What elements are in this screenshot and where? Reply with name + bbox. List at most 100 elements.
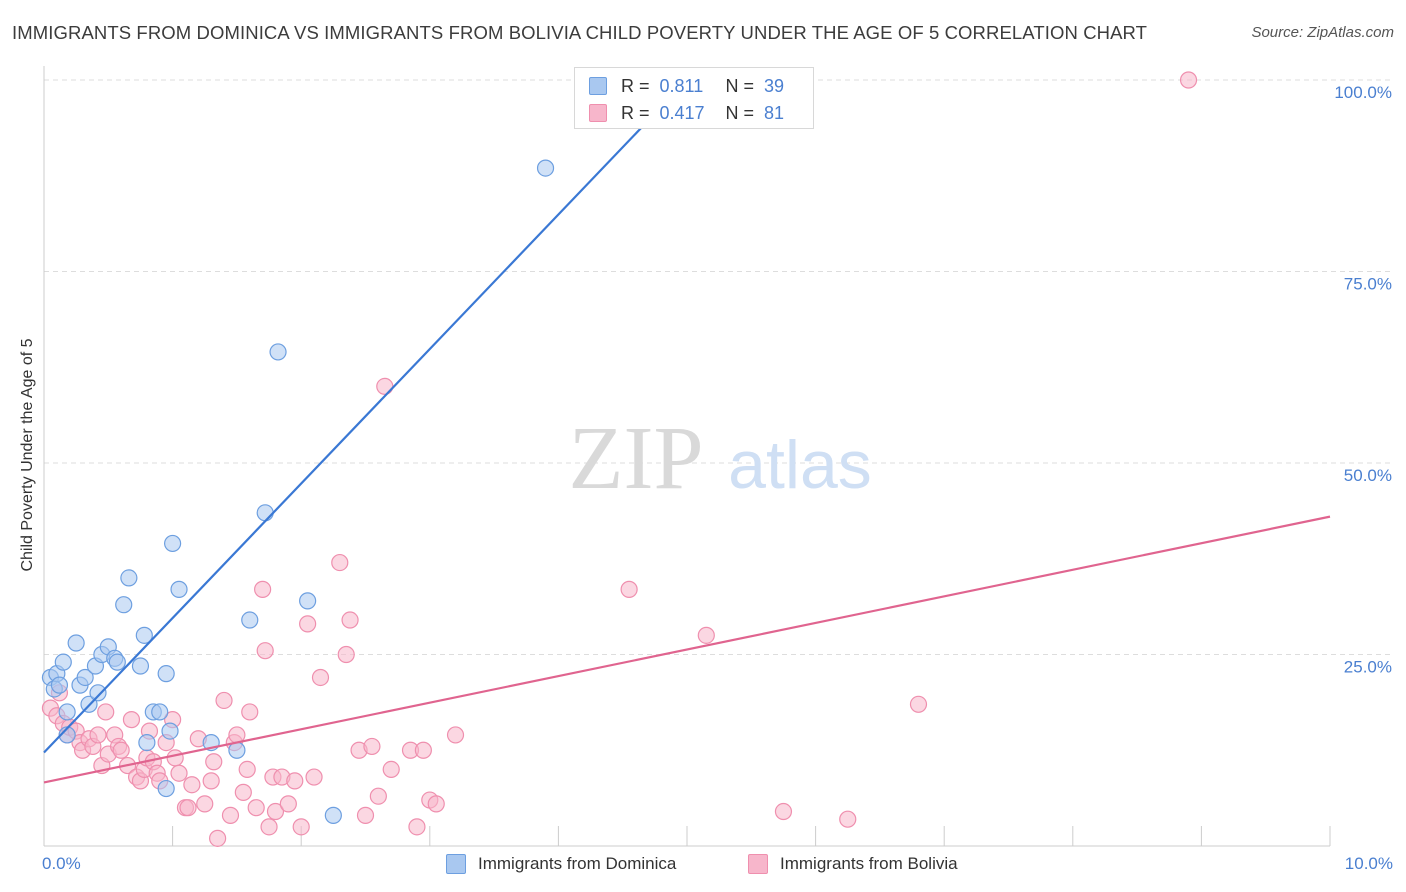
- dominica-point: [120, 569, 138, 587]
- legend-swatch-dominica: [446, 854, 466, 874]
- bolivia-point: [260, 818, 278, 836]
- bolivia-point: [234, 783, 252, 801]
- dominica-point: [164, 534, 182, 553]
- bolivia-point: [331, 553, 349, 572]
- bolivia-point: [286, 772, 304, 790]
- dominica-point: [67, 634, 85, 652]
- dominica-r-value: 0.811: [659, 75, 704, 96]
- legend-swatch-bolivia: [748, 854, 768, 874]
- dominica-point: [269, 343, 287, 361]
- dominica-point: [536, 159, 555, 177]
- dominica-point: [115, 596, 133, 614]
- bolivia-point: [183, 776, 201, 794]
- dominica-trend-line: [43, 79, 688, 754]
- dominica-point: [131, 657, 150, 675]
- x-tick-label: 10.0%: [1345, 854, 1393, 873]
- bolivia-point: [341, 611, 359, 629]
- n-label: N =: [725, 102, 755, 123]
- bolivia-point: [247, 799, 265, 817]
- bolivia-point: [89, 726, 107, 744]
- bolivia-point: [299, 615, 317, 633]
- bolivia-point: [408, 818, 426, 836]
- bolivia-point: [337, 645, 355, 664]
- bolivia-point: [215, 691, 233, 710]
- bolivia-point: [305, 768, 323, 786]
- axes: [43, 66, 1331, 847]
- gridlines: [44, 79, 1392, 655]
- legend-label-dominica: Immigrants from Dominica: [478, 854, 677, 873]
- bolivia-r-value: 0.417: [659, 102, 705, 123]
- bolivia-point: [279, 795, 297, 813]
- dominica-point: [157, 779, 175, 798]
- chart-title: IMMIGRANTS FROM DOMINICA VS IMMIGRANTS F…: [12, 22, 1148, 43]
- bolivia-point: [202, 772, 220, 790]
- y-tick-label: 50.0%: [1344, 466, 1392, 485]
- dominica-swatch: [589, 77, 607, 95]
- bolivia-point: [256, 642, 274, 660]
- y-tick-label: 100.0%: [1334, 83, 1392, 102]
- bolivia-point: [311, 668, 330, 687]
- r-label: R =: [621, 102, 650, 123]
- dominica-point: [256, 504, 274, 522]
- bolivia-swatch: [589, 104, 607, 122]
- bolivia-point: [97, 703, 115, 721]
- bolivia-point: [221, 806, 240, 824]
- n-label: N =: [725, 75, 755, 96]
- dominica-point: [50, 676, 69, 694]
- bolivia-point: [170, 764, 188, 782]
- stats-legend-row-bolivia: R = 0.417 N = 81: [589, 100, 784, 126]
- trend-lines: [43, 79, 1331, 784]
- stats-legend-row-dominica: R = 0.811 N = 39: [589, 73, 784, 99]
- dominica-point: [89, 684, 107, 702]
- bolivia-point: [839, 810, 857, 828]
- bolivia-point: [774, 802, 793, 821]
- dominica-point: [157, 665, 175, 683]
- bolivia-point: [414, 741, 432, 759]
- dominica-point: [170, 580, 188, 598]
- dominica-point: [151, 703, 169, 721]
- watermark-zip: ZIP: [569, 409, 704, 508]
- bolivia-point: [241, 703, 259, 721]
- watermark: ZIP atlas: [569, 409, 872, 508]
- bolivia-point: [376, 377, 394, 395]
- dominica-point: [58, 703, 76, 721]
- dominica-point: [54, 653, 72, 671]
- y-tick-label: 75.0%: [1344, 275, 1392, 294]
- bolivia-n-value: 81: [764, 102, 785, 123]
- bolivia-trend-line: [43, 515, 1331, 784]
- dominica-n-value: 39: [764, 75, 785, 96]
- stats-legend: R = 0.811 N = 39 R = 0.417 N = 81: [574, 67, 814, 129]
- bolivia-point: [254, 580, 272, 598]
- source-credit: Source: ZipAtlas.com: [1251, 24, 1394, 41]
- dominica-point: [108, 653, 126, 671]
- tick-labels: 25.0% 50.0% 75.0% 100.0% 0.0% 10.0%: [42, 83, 1393, 873]
- dominica-point: [138, 733, 156, 752]
- data-points: [41, 71, 1198, 847]
- dominica-point: [324, 806, 342, 824]
- bolivia-point: [266, 802, 285, 821]
- dominica-point: [161, 722, 179, 740]
- bolivia-point: [292, 818, 310, 836]
- bolivia-point: [909, 695, 928, 713]
- watermark-atlas: atlas: [728, 427, 872, 503]
- dominica-point: [135, 626, 153, 644]
- bolivia-point: [356, 806, 375, 824]
- bolivia-point: [363, 737, 381, 756]
- legend-label-bolivia: Immigrants from Bolivia: [780, 854, 958, 873]
- r-label: R =: [621, 75, 650, 96]
- bolivia-point: [238, 760, 256, 779]
- x-tick-label: 0.0%: [42, 854, 81, 873]
- legend-item-dominica: Immigrants from Dominica: [446, 851, 676, 877]
- bolivia-point: [697, 626, 715, 644]
- dominica-point: [76, 668, 94, 687]
- bolivia-point: [1179, 71, 1198, 89]
- bolivia-point: [209, 829, 227, 847]
- dominica-point: [241, 611, 259, 629]
- bolivia-point: [112, 741, 130, 759]
- bolivia-point: [369, 787, 387, 805]
- bolivia-point: [382, 760, 400, 779]
- bolivia-point: [427, 795, 445, 813]
- y-tick-label: 25.0%: [1344, 658, 1392, 677]
- legend-item-bolivia: Immigrants from Bolivia: [748, 851, 958, 877]
